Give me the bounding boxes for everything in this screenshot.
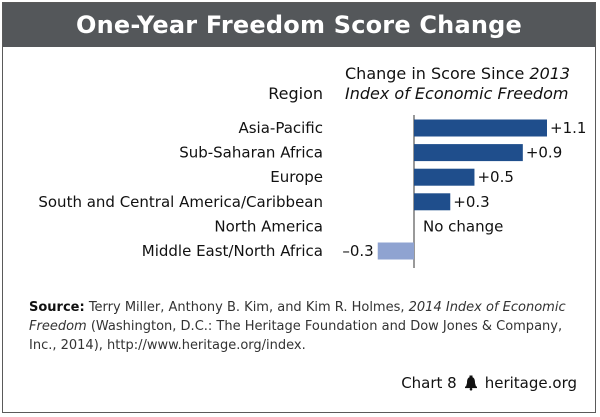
- bar-chart: Asia-Pacific +1.1 Sub-Saharan Africa +0.9 Eu…: [38, 115, 586, 268]
- category-label: Sub-Saharan Africa: [179, 144, 323, 162]
- change-header-line2: Index of Economic Freedom: [345, 84, 569, 103]
- category-label: Middle East/North Africa: [142, 242, 323, 260]
- value-label: +0.5: [477, 168, 513, 186]
- bar: [377, 242, 414, 260]
- bar: [414, 193, 451, 211]
- bar: [414, 168, 475, 186]
- source-text-after: (Washington, D.C.: The Heritage Foundati…: [29, 319, 563, 353]
- region-header: Region: [268, 84, 323, 103]
- liberty-bell-icon: [464, 375, 477, 391]
- chart-number: Chart 8: [401, 374, 457, 392]
- brand-name: heritage.org: [484, 374, 577, 392]
- change-header: Change in Score Since 2013 Index of Econ…: [345, 64, 585, 104]
- value-label: –0.3: [342, 242, 373, 260]
- source-text-before: Terry Miller, Anthony B. Kim, and Kim R.…: [84, 300, 409, 315]
- change-header-text: Change in Score Since: [345, 64, 530, 83]
- title-bar: One-Year Freedom Score Change: [3, 3, 595, 47]
- source-note: Source: Terry Miller, Anthony B. Kim, an…: [29, 298, 579, 355]
- bar: [414, 144, 523, 162]
- chart-title: One-Year Freedom Score Change: [75, 11, 523, 39]
- change-header-year: 2013: [529, 64, 571, 83]
- category-label: Europe: [270, 168, 323, 186]
- value-label: No change: [423, 217, 503, 235]
- category-label: Asia-Pacific: [238, 119, 323, 137]
- bar: [414, 119, 547, 137]
- value-label: +0.3: [453, 193, 489, 211]
- category-label: South and Central America/Caribbean: [38, 193, 323, 211]
- source-label: Source:: [29, 300, 85, 315]
- value-label: +0.9: [526, 144, 562, 162]
- category-label: North America: [214, 217, 323, 235]
- chart-frame: One-Year Freedom Score Change Region Cha…: [2, 2, 596, 413]
- source-title: 2014 Index of Economic Freedom: [29, 300, 566, 334]
- change-header-line1: Change in Score Since 2013: [345, 64, 570, 83]
- footer: Chart 8 heritage.org: [401, 374, 577, 392]
- value-label: +1.1: [550, 119, 586, 137]
